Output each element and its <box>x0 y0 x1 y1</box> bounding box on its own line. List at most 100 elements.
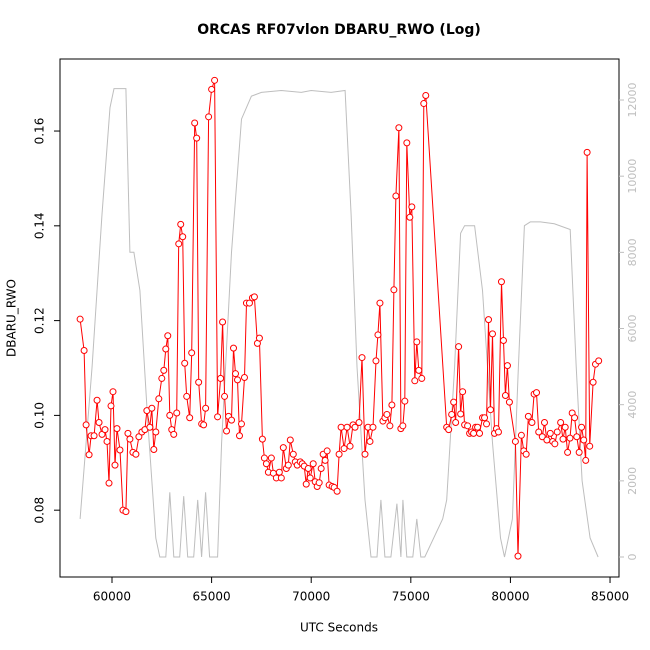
x-tick-label: 75000 <box>392 590 430 604</box>
y2-tick-label: 4000 <box>626 391 639 419</box>
data-point <box>234 376 242 384</box>
data-point <box>323 447 331 455</box>
data-point <box>152 428 160 436</box>
data-point <box>483 420 491 428</box>
data-point <box>228 416 236 424</box>
data-point <box>250 293 258 301</box>
data-point <box>589 378 597 386</box>
data-point <box>170 430 178 438</box>
data-point <box>275 468 283 476</box>
data-point <box>211 76 219 84</box>
data-point <box>217 374 225 382</box>
data-point <box>595 357 603 365</box>
data-point <box>450 398 458 406</box>
data-point <box>95 419 103 427</box>
data-point <box>420 100 428 108</box>
data-point <box>277 474 285 482</box>
data-point <box>517 431 525 439</box>
data-point <box>340 445 348 453</box>
data-point <box>191 119 199 127</box>
y2-tick-label: 2000 <box>626 467 639 495</box>
data-point <box>107 402 115 410</box>
y-tick-label: 0.12 <box>33 307 47 334</box>
data-point <box>575 448 583 456</box>
data-point <box>564 448 572 456</box>
data-point <box>406 213 414 221</box>
data-point <box>150 446 158 454</box>
x-tick-label: 80000 <box>491 590 529 604</box>
data-point <box>232 370 240 378</box>
data-point <box>511 437 519 445</box>
data-point <box>543 436 551 444</box>
data-point <box>374 331 382 339</box>
data-point <box>553 428 561 436</box>
data-point <box>415 366 423 374</box>
data-point <box>262 460 270 468</box>
plot-frame <box>59 58 620 578</box>
data-point <box>540 419 548 427</box>
data-point <box>395 124 403 132</box>
data-point <box>580 436 588 444</box>
data-point <box>101 426 109 434</box>
data-point <box>162 345 170 353</box>
data-point <box>155 395 163 403</box>
data-point <box>309 460 317 468</box>
x-tick-label: 60000 <box>93 590 131 604</box>
data-point <box>315 479 323 487</box>
data-point <box>487 406 495 414</box>
data-point <box>455 343 463 351</box>
data-point <box>122 508 130 516</box>
data-point <box>76 315 84 323</box>
data-point <box>388 401 396 409</box>
data-point <box>188 349 196 357</box>
data-point <box>175 240 183 248</box>
data-point <box>582 456 590 464</box>
y2-tick-label: 0 <box>626 554 639 561</box>
data-point <box>177 220 185 228</box>
data-point <box>376 299 384 307</box>
data-point <box>317 464 325 472</box>
x-tick-label: 85000 <box>591 590 629 604</box>
data-point <box>494 428 502 436</box>
data-point <box>459 388 467 396</box>
data-point <box>160 366 168 374</box>
data-point <box>470 429 478 437</box>
data-point <box>573 433 581 441</box>
data-point <box>485 316 493 324</box>
x-tick-label: 65000 <box>193 590 231 604</box>
data-point <box>132 450 140 458</box>
data-point <box>235 432 243 440</box>
data-point <box>476 429 484 437</box>
data-point <box>366 437 374 445</box>
data-point <box>390 286 398 294</box>
data-point <box>464 422 472 430</box>
data-point <box>448 410 456 418</box>
data-point <box>452 419 460 427</box>
data-point <box>355 419 363 427</box>
data-point <box>219 318 227 326</box>
data-point <box>524 412 532 420</box>
data-point <box>85 451 93 459</box>
data-point <box>221 392 229 400</box>
data-point <box>557 419 565 427</box>
y2-tick-label: 12000 <box>626 83 639 118</box>
data-point <box>586 442 594 450</box>
y-tick-label: 0.10 <box>33 402 47 429</box>
data-point <box>321 456 329 464</box>
data-point <box>497 278 505 286</box>
data-point <box>237 420 245 428</box>
data-point <box>533 389 541 397</box>
y2-tick-label: 6000 <box>626 315 639 343</box>
y-tick-label: 0.16 <box>33 118 47 145</box>
data-point <box>343 423 351 431</box>
data-point <box>113 425 121 433</box>
x-tick-label: 70000 <box>292 590 330 604</box>
data-point <box>386 422 394 430</box>
data-point <box>306 474 314 482</box>
data-point <box>126 435 134 443</box>
data-point <box>205 113 213 121</box>
data-point <box>116 446 124 454</box>
data-point <box>474 423 482 431</box>
data-point <box>445 426 453 434</box>
